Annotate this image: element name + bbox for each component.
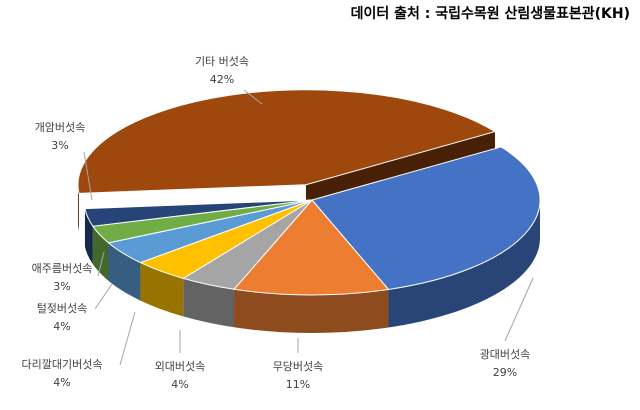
data-label-name: 광대버섯속 xyxy=(480,348,531,361)
data-label-name: 무당버섯속 xyxy=(273,360,324,373)
data-label-value: 4% xyxy=(53,376,70,389)
data-label-name: 다리깔대기버섯속 xyxy=(22,357,103,371)
data-label-value: 42% xyxy=(210,73,234,86)
leader-line xyxy=(94,283,113,310)
data-label-value: 4% xyxy=(53,320,70,333)
data-label-value: 29% xyxy=(493,366,517,379)
slice-side xyxy=(140,262,184,317)
data-label-value: 11% xyxy=(286,378,310,391)
slice xyxy=(84,199,313,227)
data-label-name: 털젖버섯속 xyxy=(37,302,88,315)
slice-side xyxy=(77,184,79,232)
data-label-value: 3% xyxy=(53,280,70,293)
data-label-name: 외대버섯속 xyxy=(155,360,206,373)
slice-side xyxy=(388,200,540,328)
leader-line xyxy=(504,277,534,342)
slice-side xyxy=(183,278,235,328)
slice-side xyxy=(234,289,389,333)
data-label-name: 기타 버섯속 xyxy=(195,55,249,68)
leader-line xyxy=(243,89,263,105)
slice-side xyxy=(84,208,93,265)
slice xyxy=(311,146,541,291)
leader-line xyxy=(83,151,93,201)
slice xyxy=(77,89,497,194)
leader-line xyxy=(97,251,105,277)
chart-title: 데이터 출처 : 국립수목원 산림생물표본관(KH) xyxy=(351,5,630,22)
slice xyxy=(233,199,390,296)
data-label-name: 개암버섯속 xyxy=(35,121,86,134)
slice-side xyxy=(108,242,141,301)
data-label-value: 3% xyxy=(51,139,68,152)
leader-line xyxy=(119,311,136,366)
data-label-name: 애주름버섯속 xyxy=(32,262,93,275)
data-label-value: 4% xyxy=(171,378,188,391)
